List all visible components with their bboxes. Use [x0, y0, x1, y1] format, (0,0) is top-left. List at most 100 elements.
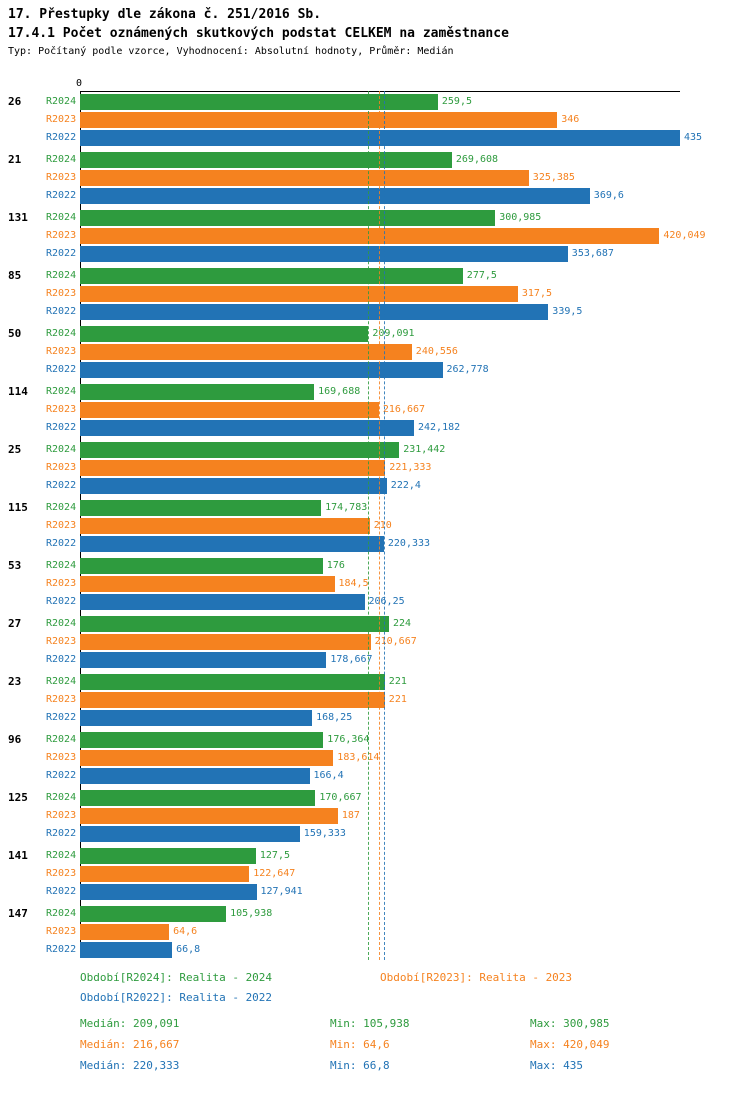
bar-row: 21 R2024 269,608 — [0, 152, 750, 168]
category-label — [0, 710, 46, 726]
bar-group: 147 R2024 105,938 R2023 64,6 R2022 66,8 — [0, 906, 750, 958]
category-label — [0, 228, 46, 244]
series-label: R2024 — [46, 270, 77, 281]
chart-meta: Typ: Počítaný podle vzorce, Vyhodnocení:… — [8, 46, 454, 57]
category-label — [0, 942, 46, 958]
bar-track: 210 — [80, 518, 680, 534]
bar-value-label: 269,608 — [455, 154, 499, 165]
series-label: R2022 — [46, 364, 77, 375]
bar-group: 26 R2024 259,5 R2023 346 R2022 435 — [0, 94, 750, 146]
bar-track: 262,778 — [80, 362, 680, 378]
bar-value-label: 168,25 — [316, 712, 353, 723]
category-label: 141 — [8, 849, 28, 862]
bar-row: R2022 369,6 — [0, 188, 750, 204]
bar-track: 339,5 — [80, 304, 680, 320]
bar-track: 170,667 — [80, 790, 680, 806]
bar-track: 127,5 — [80, 848, 680, 864]
bar-row: 27 R2024 224 — [0, 616, 750, 632]
bar — [80, 616, 389, 632]
bar-row: R2022 168,25 — [0, 710, 750, 726]
stats-panel: Medián: 209,091 Min: 105,938 Max: 300,98… — [80, 1017, 750, 1073]
bar-row: 147 R2024 105,938 — [0, 906, 750, 922]
bar-track: 105,938 — [80, 906, 680, 922]
bar-row: R2023 325,385 — [0, 170, 750, 186]
category-label — [0, 170, 46, 186]
bar-value-label: 242,182 — [418, 422, 461, 433]
bar-row: R2022 435 — [0, 130, 750, 146]
series-label: R2023 — [46, 230, 77, 241]
category-label: 27 — [8, 617, 22, 630]
bar-value-label: 435 — [684, 132, 703, 143]
bar-row: R2022 66,8 — [0, 942, 750, 958]
bar-row: R2022 127,941 — [0, 884, 750, 900]
bar-value-label: 317,5 — [521, 288, 552, 299]
bar — [80, 210, 496, 226]
bar-value-label: 178,667 — [330, 654, 373, 665]
bar — [80, 692, 385, 708]
bar-row: R2023 346 — [0, 112, 750, 128]
stat-median: Medián: 216,667 — [80, 1038, 180, 1051]
bar-value-label: 210 — [373, 520, 392, 531]
bar-value-label: 220,333 — [387, 538, 431, 549]
bar-value-label: 66,8 — [176, 944, 201, 955]
bar — [80, 884, 257, 900]
bar-track: 66,8 — [80, 942, 680, 958]
series-label: R2024 — [46, 676, 77, 687]
category-label — [0, 362, 46, 378]
bar-value-label: 127,5 — [259, 850, 290, 861]
bar — [80, 420, 414, 436]
series-label: R2024 — [46, 560, 77, 571]
bar-value-label: 221 — [388, 676, 407, 687]
stat-median: Medián: 220,333 — [80, 1059, 180, 1072]
category-label: 50 — [8, 327, 22, 340]
bar — [80, 304, 549, 320]
bar — [80, 536, 384, 552]
bar — [80, 710, 313, 726]
bar — [80, 442, 400, 458]
bar-group: 50 R2024 209,091 R2023 240,556 R2022 262,778 — [0, 326, 750, 378]
bar-track: 127,941 — [80, 884, 680, 900]
bar-value-label: 209,091 — [372, 328, 415, 339]
bar-value-label: 346 — [561, 114, 580, 125]
series-label: R2024 — [46, 502, 77, 513]
series-label: R2022 — [46, 190, 77, 201]
bar-row: R2023 240,556 — [0, 344, 750, 360]
series-label: R2023 — [46, 810, 77, 821]
series-label: R2022 — [46, 944, 77, 955]
bar-row: R2023 317,5 — [0, 286, 750, 302]
stat-min: Min: 105,938 — [330, 1017, 410, 1030]
bar-value-label: 187 — [341, 810, 360, 821]
bar-track: 242,182 — [80, 420, 680, 436]
series-label: R2023 — [46, 636, 77, 647]
bar-value-label: 353,687 — [571, 248, 614, 259]
bar-row: R2022 206,25 — [0, 594, 750, 610]
bar-track: 259,5 — [80, 94, 680, 110]
bar-groups: 26 R2024 259,5 R2023 346 R2022 435 21 R2024 269,6… — [0, 91, 750, 958]
bar — [80, 906, 227, 922]
bar-track: 183,614 — [80, 750, 680, 766]
bar-track: 169,688 — [80, 384, 680, 400]
bar-row: R2023 122,647 — [0, 866, 750, 882]
series-label: R2023 — [46, 172, 77, 183]
series-label: R2023 — [46, 520, 77, 531]
bar-track: 216,667 — [80, 402, 680, 418]
bar-row: R2023 64,6 — [0, 924, 750, 940]
bar-track: 222,4 — [80, 478, 680, 494]
bar-row: 131 R2024 300,985 — [0, 210, 750, 226]
bar-group: 25 R2024 231,442 R2023 221,333 R2022 222,4 — [0, 442, 750, 494]
stat-max: Max: 435 — [530, 1059, 583, 1072]
category-label: 125 — [8, 791, 28, 804]
chart-subtitle: 17.4.1 Počet oznámených skutkových podst… — [8, 26, 509, 41]
stat-median: Medián: 209,091 — [80, 1017, 180, 1030]
bar-group: 21 R2024 269,608 R2023 325,385 R2022 369,6 — [0, 152, 750, 204]
category-label — [0, 304, 46, 320]
series-label: R2024 — [46, 386, 77, 397]
bar-value-label: 224 — [393, 618, 412, 629]
bar-value-label: 176 — [326, 560, 345, 571]
bar-row: R2022 178,667 — [0, 652, 750, 668]
bar-value-label: 174,783 — [325, 502, 368, 513]
bar-value-label: 221 — [388, 694, 407, 705]
bar-track: 300,985 — [80, 210, 680, 226]
series-label: R2022 — [46, 306, 77, 317]
